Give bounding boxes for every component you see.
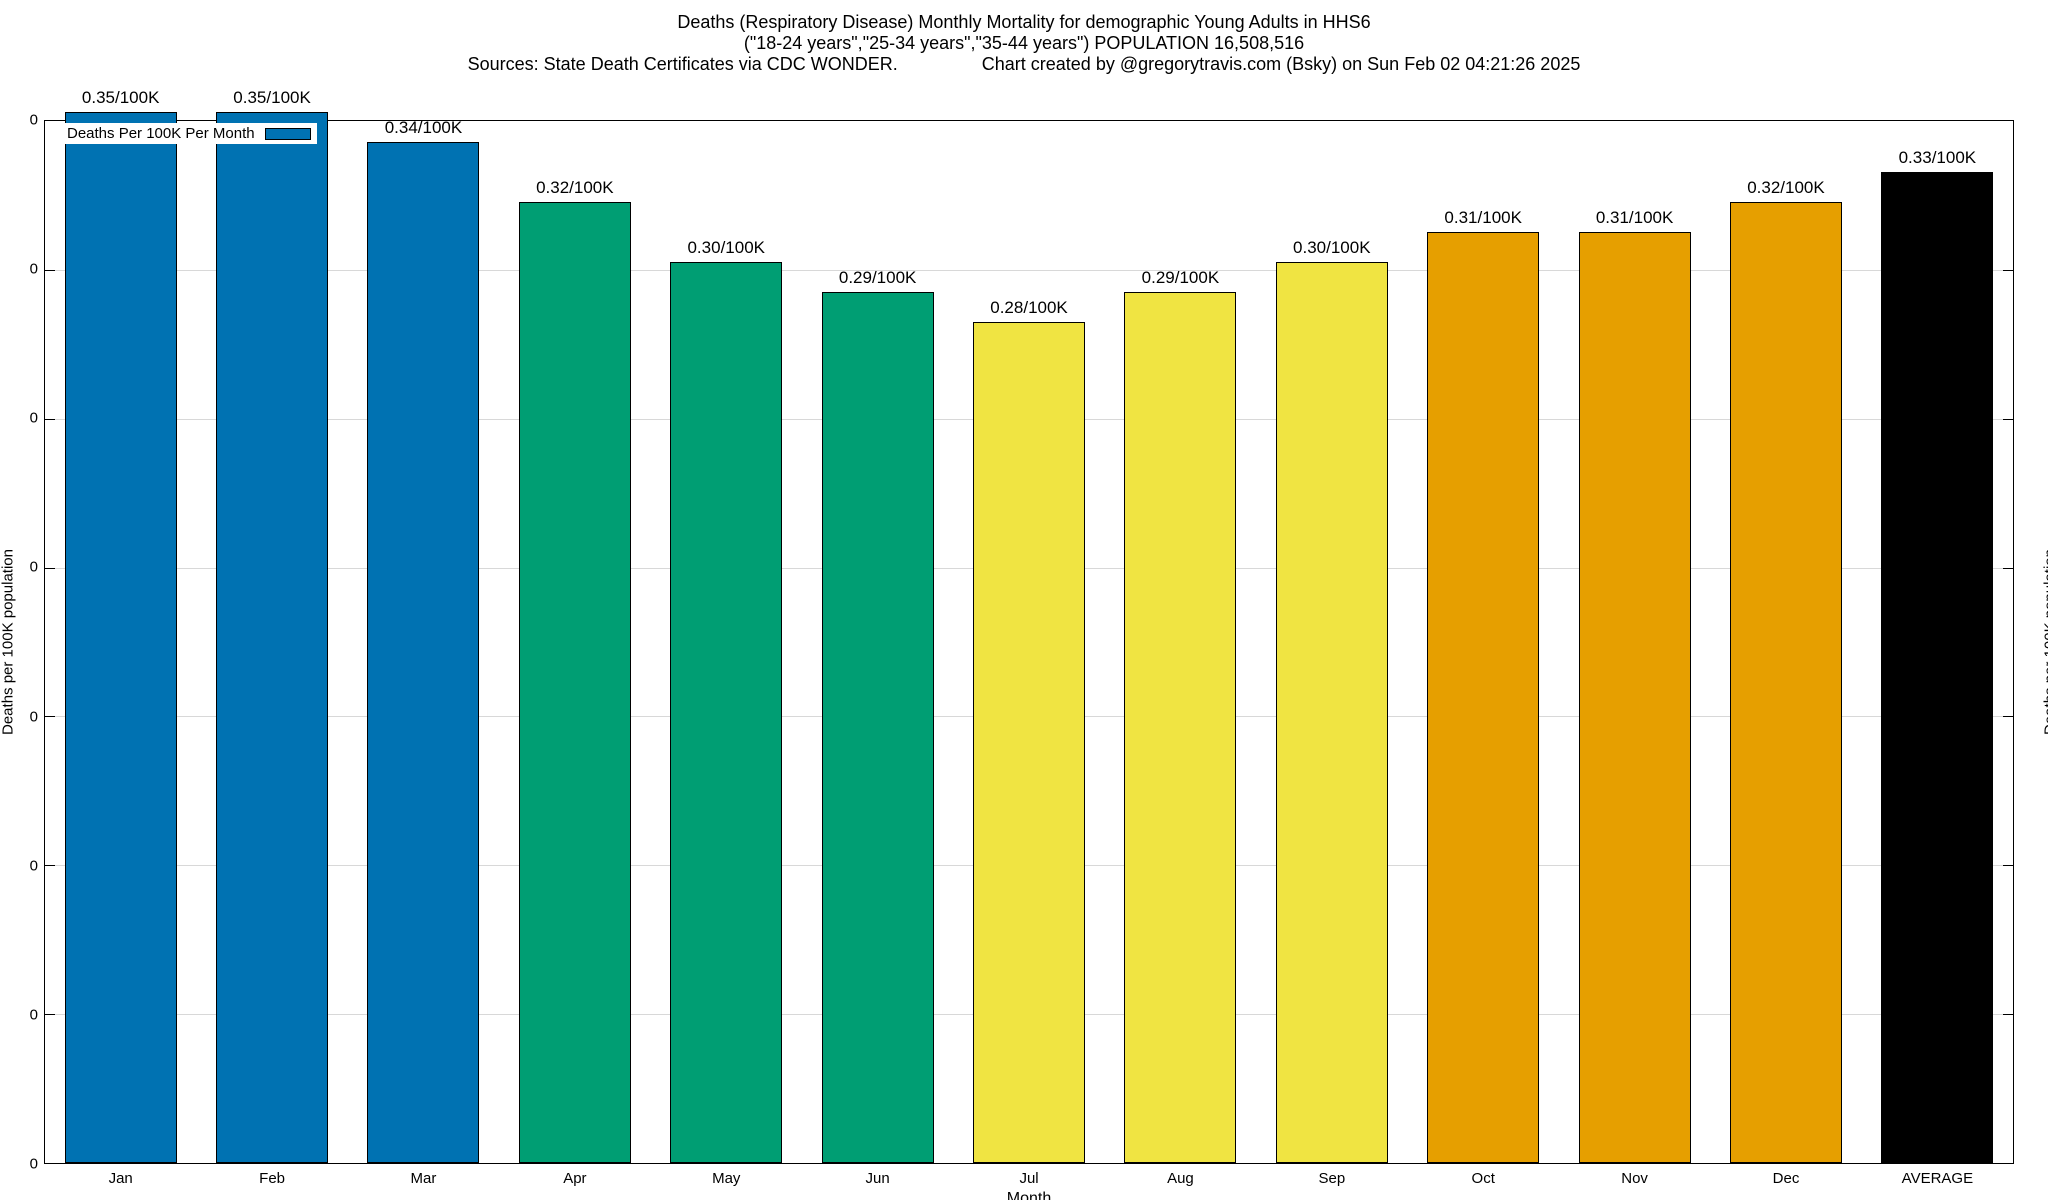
y-tickmark	[2003, 865, 2013, 867]
bar-oct: 0.31/100K	[1427, 208, 1540, 1163]
y-tickmark	[45, 865, 55, 867]
y-tick-label: 0	[29, 409, 38, 427]
bar-jul: 0.28/100K	[973, 298, 1086, 1163]
bar-value-label: 0.29/100K	[1141, 268, 1220, 288]
x-tick-label: Jul	[1019, 1170, 1039, 1187]
x-tick-label: Aug	[1167, 1170, 1194, 1187]
x-tick-label: Apr	[563, 1170, 587, 1187]
y-tickmark	[2003, 567, 2013, 569]
bar-value-label: 0.30/100K	[687, 238, 765, 258]
y-tickmark	[45, 1014, 55, 1016]
y-axis-ticks: 0 0 0 0 0 0 0 0	[12, 112, 38, 1173]
bar-value-label: 0.32/100K	[536, 178, 614, 198]
y-tick-label: 0	[29, 708, 38, 726]
y-tickmark	[2003, 269, 2013, 271]
chart-credit: Chart created by @gregorytravis.com (Bsk…	[981, 54, 1581, 74]
gridline	[45, 269, 2013, 271]
y-axis-label-right: Deaths per 100K population	[2041, 549, 2048, 735]
bar-slot: 0.29/100K Aug	[1105, 121, 1256, 1187]
bar-apr: 0.32/100K	[518, 178, 631, 1163]
chart-title: Deaths (Respiratory Disease) Monthly Mor…	[677, 12, 1371, 32]
y-axis-label-left: Deaths per 100K population	[0, 549, 17, 735]
bar-slot: 0.28/100K Jul	[953, 121, 1104, 1187]
y-tickmark	[45, 716, 55, 718]
y-tickmark	[45, 269, 55, 271]
bar-nov: 0.31/100K	[1578, 208, 1691, 1163]
bar-value-label: 0.31/100K	[1444, 208, 1522, 228]
x-tick-label: Mar	[410, 1170, 437, 1187]
legend-swatch	[264, 127, 311, 140]
x-tick-label: Dec	[1772, 1170, 1800, 1187]
plot-wrap: 0.35/100K Jan 0.35/100K Feb 0.34/100K Mar 0.32…	[0, 88, 2048, 1200]
bar-jan: 0.35/100K	[64, 88, 177, 1163]
bar-average: 0.33/100K	[1881, 148, 1994, 1163]
legend-label: Deaths Per 100K Per Month	[67, 125, 255, 142]
bar-value-label: 0.31/100K	[1595, 208, 1674, 228]
bar-value-label: 0.35/100K	[81, 88, 160, 107]
bar-value-label: 0.35/100K	[233, 88, 311, 107]
x-tick-label: AVERAGE	[1901, 1170, 1974, 1187]
bar-value-label: 0.28/100K	[990, 298, 1068, 318]
chart-header: Deaths (Respiratory Disease) Monthly Mor…	[0, 12, 2048, 75]
y-tickmark	[45, 567, 55, 569]
x-tick-label: May	[712, 1170, 741, 1187]
bar-slot: 0.33/100K AVERAGE	[1862, 121, 2013, 1187]
bar-value-label: 0.30/100K	[1293, 238, 1371, 258]
y-tick-label: 0	[29, 1006, 38, 1024]
y-tick-label: 0	[29, 111, 38, 129]
bar-feb: 0.35/100K	[216, 88, 329, 1163]
y-tick-label: 0	[29, 260, 38, 278]
bar-slot: 0.32/100K Dec	[1710, 121, 1861, 1187]
bar-aug: 0.29/100K	[1124, 268, 1237, 1163]
y-tickmark	[2003, 1014, 2013, 1016]
y-tick-label: 0	[29, 558, 38, 576]
x-tick-label: Nov	[1621, 1170, 1648, 1187]
bar-slot: 0.34/100K Mar	[348, 118, 499, 1187]
bar-may: 0.30/100K	[670, 238, 783, 1163]
bar-slot: 0.30/100K Sep	[1256, 121, 1407, 1187]
y-tick-label: 0	[29, 857, 38, 875]
bar-value-label: 0.29/100K	[838, 268, 917, 288]
bar-slot: 0.32/100K Apr	[499, 121, 650, 1187]
bar-slot: 0.31/100K Oct	[1408, 121, 1559, 1187]
bar-sep: 0.30/100K	[1275, 238, 1388, 1163]
chart-sources: Sources: State Death Certificates via CD…	[467, 54, 898, 74]
x-tick-label: Oct	[1471, 1170, 1495, 1187]
bar-value-label: 0.33/100K	[1898, 148, 1977, 168]
x-tick-label: Jun	[865, 1170, 890, 1187]
bars-row: 0.35/100K Jan 0.35/100K Feb 0.34/100K Mar 0.32…	[45, 88, 2013, 1187]
bar-slot: 0.31/100K Nov	[1559, 121, 1710, 1187]
x-tick-label: Jan	[108, 1170, 133, 1187]
x-axis-label: Month	[1006, 1190, 1052, 1200]
y-tickmark	[2003, 716, 2013, 718]
bar-value-label: 0.32/100K	[1747, 178, 1825, 198]
legend: Deaths Per 100K Per Month	[61, 123, 317, 144]
y-tickmark	[45, 418, 55, 420]
chart-subtitle: ("18-24 years","25-34 years","35-44 year…	[743, 33, 1305, 53]
y-tickmark	[2003, 418, 2013, 420]
bar-value-label: 0.34/100K	[384, 118, 463, 138]
bar-slot: 0.30/100K May	[651, 121, 802, 1187]
plot-area: 0.35/100K Jan 0.35/100K Feb 0.34/100K Mar 0.32…	[44, 88, 2014, 1187]
bar-jun: 0.29/100K	[821, 268, 934, 1163]
bar-slot: 0.35/100K Jan	[45, 88, 196, 1187]
bar-dec: 0.32/100K	[1729, 178, 1842, 1163]
bar-slot: 0.29/100K Jun	[802, 121, 953, 1187]
x-tick-label: Feb	[259, 1170, 286, 1187]
bar-mar: 0.34/100K	[367, 118, 480, 1163]
x-tick-label: Sep	[1318, 1170, 1346, 1187]
y-tick-label: 0	[29, 1155, 38, 1173]
bar-slot: 0.35/100K Feb	[196, 88, 347, 1187]
chart-source-line: Sources: State Death Certificates via CD…	[0, 54, 2048, 75]
